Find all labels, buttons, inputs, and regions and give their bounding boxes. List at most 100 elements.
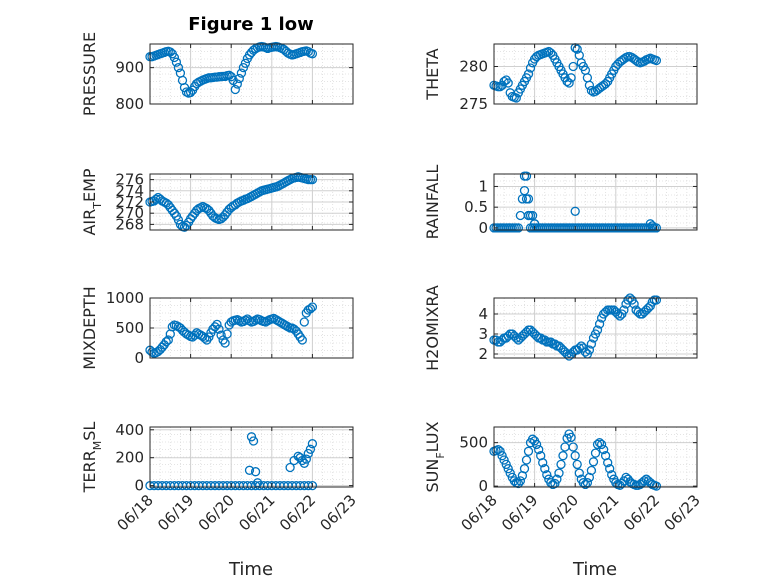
data-point bbox=[173, 215, 184, 225]
y-tick-label: 272 bbox=[115, 193, 144, 211]
figure-title: Figure 1 low bbox=[188, 14, 313, 35]
data-point bbox=[525, 63, 536, 73]
data-point bbox=[169, 208, 180, 218]
y-axis-label: AIRTEMP bbox=[80, 168, 104, 235]
data-point bbox=[521, 171, 532, 181]
data-point bbox=[645, 219, 655, 229]
y-tick-label: 0 bbox=[134, 349, 144, 367]
x-axis-label-left: Time bbox=[228, 559, 273, 580]
data-point bbox=[511, 93, 521, 103]
data-point bbox=[497, 451, 507, 461]
data-point bbox=[305, 444, 316, 454]
data-point bbox=[196, 202, 206, 213]
data-point bbox=[521, 455, 532, 465]
y-tick-label: 0.5 bbox=[464, 198, 488, 216]
y-axis-label: THETA bbox=[423, 48, 442, 100]
x-tick-label: 06/20 bbox=[195, 491, 238, 534]
y-axis-label-subscript: T bbox=[91, 202, 104, 210]
data-point bbox=[307, 49, 318, 59]
y-axis-label-part: LUX bbox=[423, 421, 442, 452]
data-point bbox=[161, 337, 171, 347]
minor-grid bbox=[149, 427, 354, 487]
data-point bbox=[568, 61, 578, 72]
y-axis-label-part: SUN bbox=[423, 459, 442, 493]
y-tick-label: 274 bbox=[115, 182, 144, 200]
data-point bbox=[163, 335, 173, 345]
data-point bbox=[515, 476, 526, 486]
data-point bbox=[531, 439, 542, 450]
data-point bbox=[307, 439, 318, 449]
subplot-theta: 275 280 THETA bbox=[423, 43, 698, 113]
data-point bbox=[301, 454, 311, 464]
data-point bbox=[513, 223, 524, 233]
data-point bbox=[236, 68, 247, 78]
y-axis-label: PRESSURE bbox=[80, 32, 99, 116]
data-point bbox=[519, 464, 530, 474]
data-point bbox=[503, 78, 513, 88]
y-tick-label: 200 bbox=[115, 449, 144, 467]
data-point bbox=[240, 58, 251, 68]
y-tick-label: 268 bbox=[115, 215, 144, 233]
data-point bbox=[586, 465, 597, 476]
data-point bbox=[570, 451, 580, 461]
x-tick-label: 06/22 bbox=[620, 491, 663, 534]
data-point bbox=[584, 80, 595, 90]
data-point bbox=[651, 55, 662, 66]
axes-frame bbox=[493, 426, 698, 488]
data-point bbox=[222, 329, 232, 339]
data-point bbox=[538, 458, 548, 468]
y-axis-label: H2OMIXRA bbox=[423, 285, 442, 371]
data-point bbox=[523, 446, 534, 456]
data-point bbox=[594, 319, 605, 329]
data-point bbox=[564, 78, 574, 88]
data-point bbox=[584, 345, 595, 355]
data-point bbox=[570, 206, 580, 216]
data-point bbox=[517, 194, 528, 204]
data-point bbox=[596, 439, 607, 450]
subplot-pressure: 800 900 PRESSURE bbox=[80, 32, 354, 116]
series-markers bbox=[145, 172, 318, 232]
y-axis-label-part: EMP bbox=[80, 168, 99, 202]
subplot-h2omixra: 2 3 4 H2OMIXRA bbox=[423, 285, 698, 371]
data-point bbox=[568, 442, 578, 452]
data-point bbox=[151, 194, 161, 204]
y-tick-label: 0 bbox=[134, 477, 144, 495]
data-point bbox=[250, 467, 261, 477]
y-tick-label: 500 bbox=[115, 319, 144, 337]
data-point bbox=[562, 433, 572, 443]
data-point bbox=[590, 448, 601, 458]
data-point bbox=[297, 455, 307, 466]
data-point bbox=[523, 194, 534, 204]
axes-frame bbox=[493, 297, 698, 359]
y-axis-label: RAINFALL bbox=[423, 165, 442, 240]
axes-frame bbox=[493, 173, 698, 231]
data-point bbox=[572, 44, 582, 54]
y-tick-label: 1000 bbox=[106, 289, 144, 307]
y-axis-label-part: TERR bbox=[80, 450, 99, 493]
data-point bbox=[246, 432, 257, 442]
data-point bbox=[234, 73, 244, 84]
x-tick-label: 06/21 bbox=[235, 491, 278, 534]
data-point bbox=[603, 458, 613, 468]
x-tick-label: 06/20 bbox=[539, 491, 582, 534]
y-axis-label-part: AIR bbox=[80, 209, 99, 236]
series-markers bbox=[145, 41, 318, 98]
data-point bbox=[285, 462, 295, 473]
y-tick-label: 2 bbox=[478, 345, 488, 363]
data-point bbox=[212, 319, 222, 330]
y-tick-label: 270 bbox=[115, 204, 144, 222]
y-tick-label: 0 bbox=[478, 477, 488, 495]
data-point bbox=[499, 76, 509, 87]
data-point bbox=[238, 62, 249, 73]
y-tick-label: 275 bbox=[459, 95, 488, 113]
data-point bbox=[495, 446, 505, 456]
data-point bbox=[639, 476, 649, 486]
y-axis-label: MIXDEPTH bbox=[80, 286, 99, 369]
data-point bbox=[594, 438, 605, 448]
x-tick-label: 06/23 bbox=[317, 491, 360, 534]
y-tick-label: 900 bbox=[115, 59, 144, 77]
x-tick-label: 06/18 bbox=[114, 491, 157, 534]
